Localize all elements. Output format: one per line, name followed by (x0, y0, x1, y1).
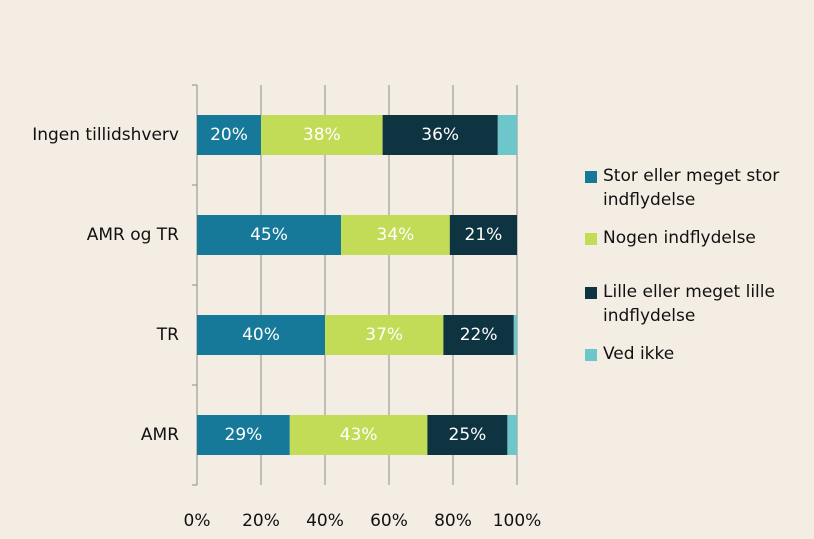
legend-label: Ved ikke (603, 344, 675, 364)
data-label: 38% (303, 125, 341, 145)
bar-segment (497, 115, 517, 155)
data-label: 29% (225, 425, 263, 445)
bar-segment (341, 215, 450, 255)
y-tick-label: AMR og TR (87, 225, 179, 245)
legend-label: Lille eller meget lille indflydelse (603, 282, 775, 326)
x-tick-label: 80% (434, 511, 472, 531)
legend-swatch (585, 171, 597, 183)
bar-segment (427, 415, 508, 455)
legend-item: Stor eller meget stor indflydelse (585, 164, 800, 212)
bar-segment (197, 215, 341, 255)
bar-segment (197, 415, 290, 455)
x-tick-label: 60% (370, 511, 408, 531)
bar-segment (382, 115, 498, 155)
y-tick-label: TR (156, 325, 179, 345)
data-label: 20% (210, 125, 248, 145)
x-tick-label: 0% (184, 511, 211, 531)
legend-label: Nogen indflydelse (603, 228, 756, 248)
data-label: 45% (250, 225, 288, 245)
legend-swatch (585, 287, 597, 299)
x-tick-label: 20% (242, 511, 280, 531)
y-tick-label: AMR (141, 425, 179, 445)
bar-segment (507, 415, 517, 455)
data-label: 43% (340, 425, 378, 445)
data-label: 22% (460, 325, 498, 345)
bar-segment (449, 215, 517, 255)
data-label: 37% (365, 325, 403, 345)
bar-segment (513, 315, 517, 355)
legend-item: Lille eller meget lille indflydelse (585, 280, 800, 328)
data-label: 25% (449, 425, 487, 445)
legend-swatch (585, 349, 597, 361)
legend: Stor eller meget stor indflydelse Nogen i… (585, 164, 800, 366)
legend-swatch (585, 233, 597, 245)
x-tick-label: 100% (493, 511, 542, 531)
y-tick-label: Ingen tillidshverv (32, 125, 179, 145)
bar-segment (443, 315, 514, 355)
data-label: 21% (465, 225, 503, 245)
legend-item: Ved ikke (585, 342, 800, 366)
data-label: 34% (377, 225, 415, 245)
bar-segment (261, 115, 383, 155)
data-label: 36% (421, 125, 459, 145)
bar-segment (289, 415, 428, 455)
data-label: 40% (242, 325, 280, 345)
bar-segment (325, 315, 444, 355)
legend-item: Nogen indflydelse (585, 226, 800, 250)
bar-segment (197, 315, 325, 355)
bar-segment (197, 115, 261, 155)
x-tick-label: 40% (306, 511, 344, 531)
legend-label: Stor eller meget stor indflydelse (603, 166, 780, 210)
